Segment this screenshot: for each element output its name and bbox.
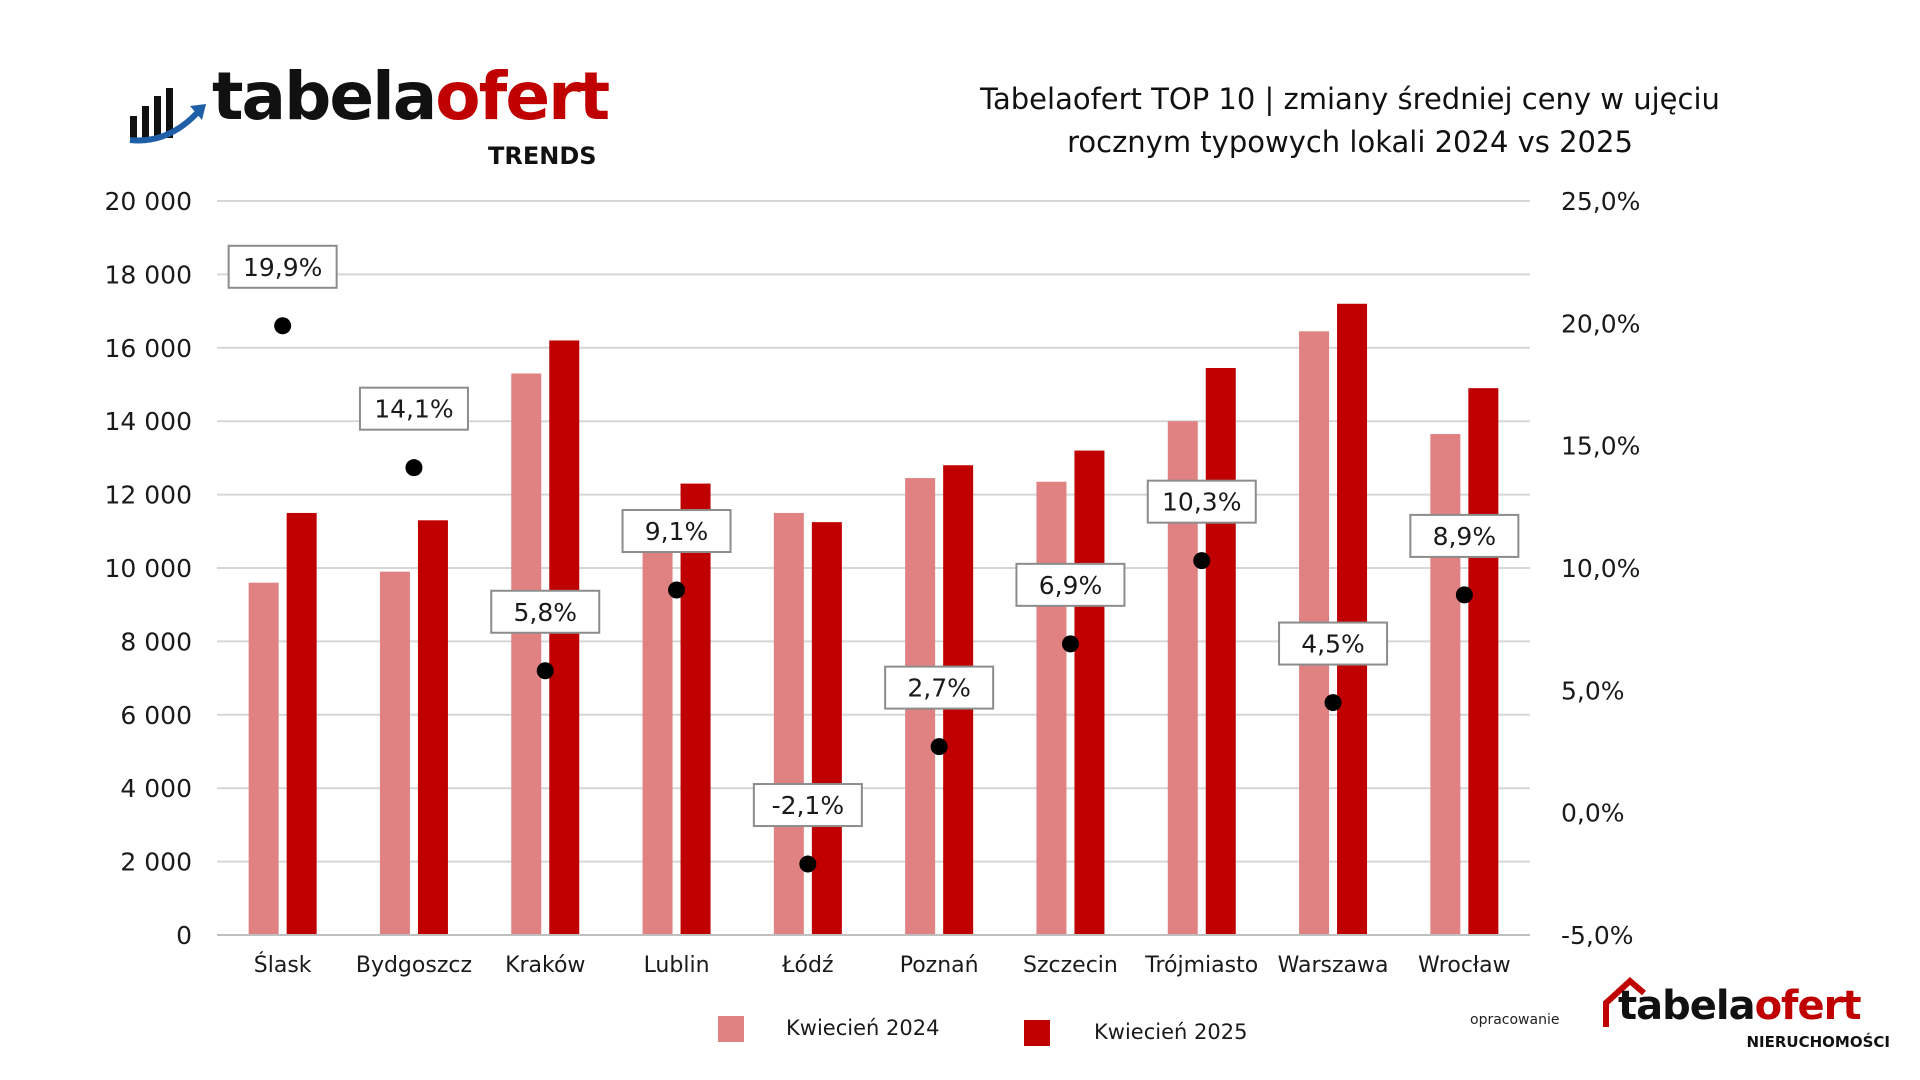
change-label-box <box>752 783 863 828</box>
bar-2024 <box>248 582 279 935</box>
change-label-box <box>1409 513 1520 558</box>
y-right-tick-label: 15,0% <box>1561 432 1640 461</box>
change-label-box <box>490 589 601 634</box>
change-label: 2,7% <box>907 674 971 703</box>
tabelaofert-nieruchomosci-logo: tabelaofert NIERUCHOMOŚCI <box>1600 975 1900 1055</box>
legend-label-2025: Kwiecień 2025 <box>1094 1020 1248 1044</box>
y-right-tick-label: 10,0% <box>1561 554 1640 583</box>
change-label-box <box>621 509 732 554</box>
y-left-tick-label: 16 000 <box>105 334 192 363</box>
x-tick-label: Bydgoszcz <box>356 953 472 978</box>
bar-2025 <box>1468 388 1499 935</box>
bar-2024 <box>773 512 804 935</box>
bar-2025 <box>417 520 448 935</box>
change-label-box <box>227 244 338 289</box>
bar-2025 <box>286 512 317 935</box>
footer-logo-subtitle: NIERUCHOMOŚCI <box>1746 1033 1891 1051</box>
bar-2025 <box>680 483 711 935</box>
credit-text: opracowanie <box>1470 1012 1560 1028</box>
y-left-tick-label: 2 000 <box>120 848 192 877</box>
change-point <box>930 738 948 756</box>
y-right-tick-label: 20,0% <box>1561 309 1640 338</box>
y-left-tick-label: 0 <box>176 921 192 950</box>
house-roof-icon <box>1603 976 1646 1027</box>
change-label-box <box>1278 621 1389 666</box>
change-point <box>668 581 686 599</box>
y-left-tick-label: 10 000 <box>105 554 192 583</box>
x-tick-label: Wrocław <box>1418 953 1511 978</box>
change-label-box <box>884 665 995 710</box>
bar-2024 <box>642 522 673 935</box>
y-right-tick-label: 5,0% <box>1561 676 1625 705</box>
y-left-tick-label: 14 000 <box>105 407 192 436</box>
y-right-tick-label: -5,0% <box>1561 921 1634 950</box>
change-label: 10,3% <box>1162 488 1241 517</box>
change-label: 6,9% <box>1039 571 1103 600</box>
bar-2025 <box>1337 303 1368 935</box>
bar-2025 <box>1205 367 1236 935</box>
y-left-tick-label: 12 000 <box>105 481 192 510</box>
change-label-box <box>1015 562 1126 607</box>
bar-2025 <box>549 340 580 936</box>
change-label: 8,9% <box>1433 522 1497 551</box>
y-right-tick-label: 0,0% <box>1561 799 1625 828</box>
y-left-tick-label: 20 000 <box>105 187 192 216</box>
change-point <box>1455 586 1473 604</box>
change-label: 4,5% <box>1301 630 1365 659</box>
x-tick-label: Trójmiasto <box>1144 953 1258 978</box>
y-right-tick-label: 25,0% <box>1561 187 1640 216</box>
y-left-tick-label: 8 000 <box>120 627 192 656</box>
change-label-box <box>358 386 469 431</box>
x-tick-label: Szczecin <box>1023 953 1118 978</box>
change-point <box>405 459 423 477</box>
tabelaofert-trends-logo: tabelaofert TRENDS <box>128 64 610 180</box>
bar-2024 <box>1036 481 1067 935</box>
legend-swatch-2024 <box>718 1016 744 1042</box>
footer-logo-wordmark: tabelaofert <box>1618 983 1861 1029</box>
bar-2024 <box>379 571 410 935</box>
bar-chart-arrow-icon <box>129 88 206 144</box>
x-tick-label: Poznań <box>900 953 979 978</box>
chart-title-line-2: rocznym typowych lokali 2024 vs 2025 <box>1067 125 1633 159</box>
change-label: 5,8% <box>513 598 577 627</box>
y-left-tick-label: 6 000 <box>120 701 192 730</box>
change-point <box>1324 694 1342 712</box>
change-label: -2,1% <box>772 791 845 820</box>
logo-wordmark: tabelaofert <box>212 58 610 135</box>
change-point <box>1061 635 1079 653</box>
chart-title-line-1: Tabelaofert TOP 10 | zmiany średniej cen… <box>980 82 1720 116</box>
legend-label-2024: Kwiecień 2024 <box>786 1016 940 1040</box>
logo-subtitle: TRENDS <box>488 142 597 170</box>
y-left-tick-label: 18 000 <box>105 260 192 289</box>
change-label: 14,1% <box>374 395 453 424</box>
change-label-box <box>1146 479 1257 524</box>
legend-swatch-2025 <box>1024 1020 1050 1046</box>
change-point <box>1193 552 1211 570</box>
x-tick-label: Kraków <box>505 953 585 978</box>
change-point <box>536 662 554 680</box>
change-label: 9,1% <box>645 517 709 546</box>
change-label: 19,9% <box>243 253 322 282</box>
bar-2024 <box>1430 434 1461 935</box>
bar-2025 <box>1074 450 1105 935</box>
y-left-tick-label: 4 000 <box>120 774 192 803</box>
x-tick-label: Ślask <box>254 952 312 978</box>
bar-2024 <box>511 373 542 935</box>
chart-title: Tabelaofert TOP 10 | zmiany średniej cen… <box>880 78 1820 164</box>
x-tick-label: Warszawa <box>1278 953 1389 978</box>
change-point <box>799 855 817 873</box>
bar-2025 <box>811 522 842 935</box>
change-point <box>274 317 292 335</box>
x-tick-label: Lublin <box>644 953 710 978</box>
x-tick-label: Łódź <box>781 953 833 978</box>
